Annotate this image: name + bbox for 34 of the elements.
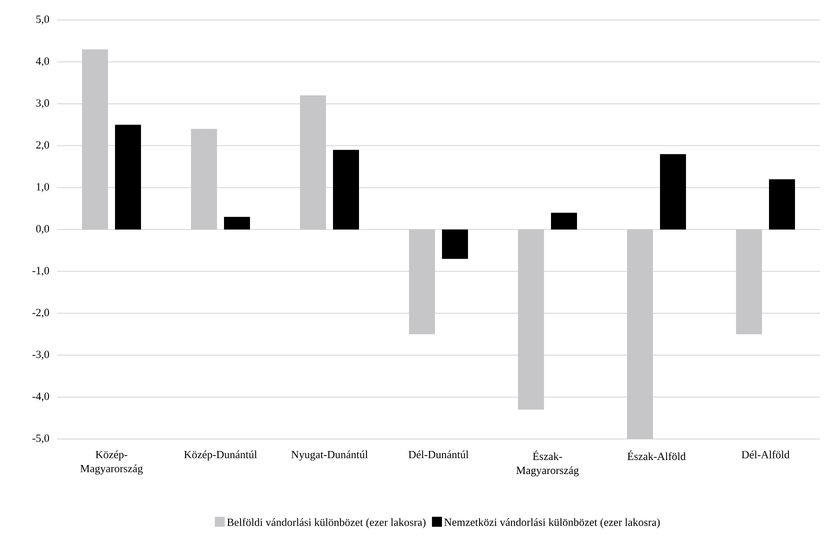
y-tick-label: 0,0 [36, 224, 50, 234]
y-tick-label: 5,0 [36, 15, 50, 24]
bar [736, 229, 762, 334]
y-tick-label: 4,0 [36, 57, 50, 66]
x-tick-label: Észak-Alföld [627, 450, 686, 460]
bar [191, 128, 218, 230]
bar [518, 229, 544, 410]
y-tick-label: -5,0 [32, 434, 50, 444]
y-tick-label: -3,0 [32, 350, 50, 360]
x-tick-label: Közép-Dunántúl [184, 450, 257, 461]
bar [442, 229, 468, 259]
bar [224, 216, 250, 230]
x-tick-label: Nyugat-Dunántúl [291, 450, 368, 461]
x-tick-label: Dél-Alföld [742, 450, 790, 458]
y-tick-label: 1,0 [36, 183, 50, 192]
y-tick-label: -2,0 [32, 308, 50, 318]
bar [115, 124, 142, 230]
bar [409, 229, 435, 334]
bar [300, 95, 326, 230]
bar [660, 154, 686, 230]
x-tick-label: Közép-Magyarország [80, 450, 143, 475]
bar [768, 179, 795, 230]
y-tick-label: -4,0 [32, 392, 50, 402]
y-tick-label: -1,0 [32, 266, 50, 276]
legend-label: Nemzetközi vándorlási különbözet (ezer lakosra) [444, 518, 660, 528]
x-tick-label: Észak-Magyarország [516, 450, 579, 476]
bar [627, 229, 653, 439]
y-tick-label: 2,0 [36, 141, 50, 150]
y-tick-label: 3,0 [36, 99, 50, 108]
bar [551, 212, 577, 230]
legend-label: Belföldi vándorlási különbözet (ezer lakosra) [227, 518, 426, 528]
x-tick-label: Dél-Dunántúl [408, 450, 469, 458]
bar [82, 49, 108, 230]
bar [333, 150, 359, 230]
